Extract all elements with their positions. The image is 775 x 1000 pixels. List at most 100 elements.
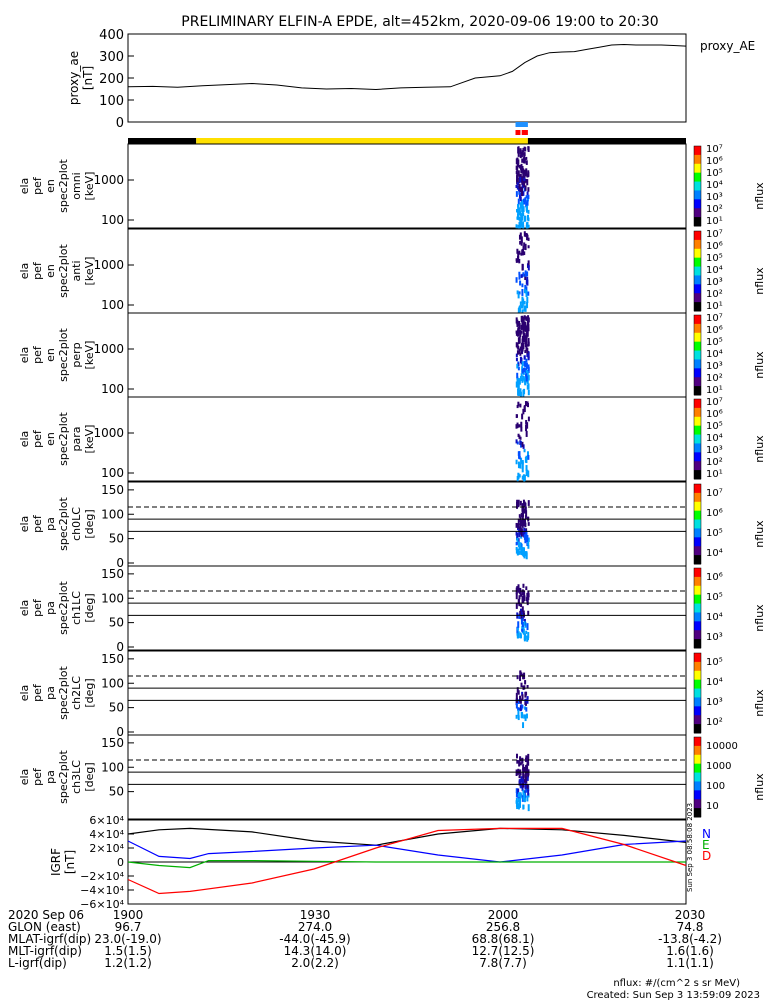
spectrogram-tick-label: 100 (101, 382, 124, 396)
spectrogram-pixel (515, 753, 518, 759)
spectrogram-pixel (522, 520, 525, 527)
spectrogram-ylabel: [keV] (83, 425, 96, 454)
pa-frame (127, 734, 687, 820)
axis-row-value: 23.0(-19.0) (94, 932, 161, 946)
spectrogram-pixel (527, 593, 530, 598)
spectrogram-pixel (516, 475, 519, 482)
spectrogram-pixel (515, 414, 518, 419)
spectrogram-pixel (522, 583, 525, 588)
spectrogram-pixel (521, 628, 524, 632)
colorbar-cell (694, 630, 701, 640)
spectrogram-pixel (517, 792, 520, 798)
igrf-tick-label: 2×10⁴ (89, 842, 124, 855)
zone-marker (515, 122, 528, 127)
pa-ylabel: pa (44, 601, 57, 615)
axis-row-value: 7.8(7.7) (479, 956, 527, 970)
spectrogram-pixel (524, 361, 527, 368)
spectrogram-pixel (526, 795, 529, 802)
spectrogram-tick-label: 1000 (93, 173, 124, 187)
colorbar-cell (694, 266, 701, 276)
colorbar-cell (694, 537, 701, 547)
spectrogram-pixel (519, 440, 522, 445)
spectrogram-pixel (525, 597, 528, 602)
spectrogram-pixel (527, 265, 530, 271)
spectrogram-pixel (517, 292, 520, 299)
spectrogram-pixel (524, 380, 527, 385)
spectrogram-pixel (526, 422, 529, 429)
spectrogram-pixel (517, 788, 520, 794)
spectrogram-ylabel: ela (18, 178, 31, 195)
spectrogram-pixel (521, 461, 524, 469)
spectrogram-pixel (521, 249, 524, 255)
spectrogram-pixel (517, 198, 520, 205)
spectrogram-pixel (525, 344, 528, 352)
spectrogram-pixel (524, 680, 527, 685)
spectrogram-pixel (525, 156, 528, 160)
spectrogram-pixel (525, 471, 528, 477)
spectrogram-pixel (522, 408, 525, 415)
axis-row-value: 1.6(1.6) (666, 944, 714, 958)
spectrogram-pixel (527, 245, 530, 249)
spectrogram-pixel (519, 202, 522, 209)
spectrogram-pixel (523, 337, 526, 343)
spectrogram-pixel (516, 158, 519, 165)
colorbar-cell (694, 484, 701, 494)
spectrogram-pixel (517, 362, 520, 367)
spectrogram-pixel (524, 706, 527, 710)
spectrogram-pixel (522, 764, 525, 771)
spectrogram-pixel (527, 454, 530, 460)
spectrogram-pixel (527, 194, 530, 200)
pa-ylabel: pa (44, 517, 57, 531)
igrf-legend-E: E (702, 838, 710, 852)
spectrogram-pixel (521, 512, 524, 517)
spectrogram-pixel (525, 586, 528, 591)
spectrogram-pixel (525, 377, 528, 382)
spectrogram-pixel (524, 515, 527, 520)
spectrogram-pixel (523, 527, 526, 533)
igrf-side-stamp: Sun Sep 3 08:58:08 2023 (686, 803, 694, 892)
spectrogram-pixel (527, 416, 530, 422)
colorbar-tick-label: 10⁶ (706, 572, 723, 583)
spectrogram-pixel (527, 224, 530, 228)
spectrogram-pixel (517, 621, 520, 628)
spectrogram-pixel (519, 695, 522, 703)
spectrogram-pixel (519, 542, 522, 549)
colorbar-tick-label: 10⁵ (706, 657, 723, 668)
spectrogram-pixel (515, 459, 518, 465)
pa-ylabel: [deg] (83, 593, 96, 622)
spectrogram-pixel (521, 549, 524, 555)
spectrogram-pixel (520, 618, 523, 625)
colorbar-cell (694, 452, 701, 462)
spectrogram-pixel (516, 166, 519, 172)
spectrogram-pixel (516, 248, 519, 254)
ae-tick-label: 300 (99, 50, 124, 65)
spectrogram-pixel (521, 377, 524, 383)
colorbar-cell (694, 737, 701, 747)
spectrogram-pixel (525, 551, 528, 557)
colorbar-cell (694, 653, 701, 663)
spectrogram-pixel (518, 348, 521, 355)
spectrogram-pixel (527, 237, 530, 241)
colorbar-cell (694, 341, 701, 352)
pa-tick-label: 50 (109, 532, 124, 546)
colorbar-cell (694, 594, 701, 605)
colorbar-label: nflux (753, 689, 766, 717)
spectrogram-pixel (524, 779, 527, 784)
pa-frame (127, 650, 687, 736)
spectrogram-pixel (526, 768, 529, 774)
spectrogram-pixel (518, 259, 521, 264)
spectrogram-tick-label: 1000 (93, 258, 124, 272)
spectrogram-pixel (518, 191, 521, 195)
pa-ylabel: [deg] (83, 762, 96, 791)
spectrogram-pixel (527, 753, 530, 760)
spectrogram-pixel (518, 613, 521, 619)
igrf-unit: [nT] (63, 850, 77, 874)
colorbar-cell (694, 332, 701, 343)
spectrogram-pixel (521, 515, 524, 521)
spectrogram-pixel (522, 783, 525, 788)
ae-ylabel: proxy_ae (67, 51, 81, 105)
colorbar-cell (694, 715, 701, 725)
spectrogram-pixel (517, 308, 520, 315)
spectrogram-pixel (522, 225, 525, 232)
